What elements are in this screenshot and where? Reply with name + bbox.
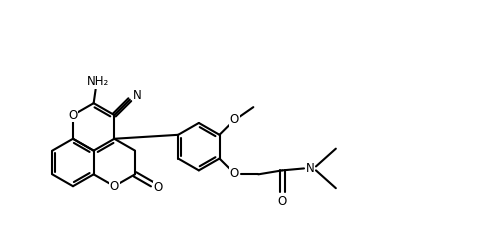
Text: O: O [110,180,119,193]
Text: O: O [154,181,163,194]
Text: O: O [230,167,239,180]
Text: O: O [230,114,239,126]
Text: NH₂: NH₂ [86,75,109,88]
Text: O: O [278,194,287,208]
Text: N: N [134,89,142,102]
Text: O: O [69,109,77,122]
Text: N: N [306,162,315,175]
